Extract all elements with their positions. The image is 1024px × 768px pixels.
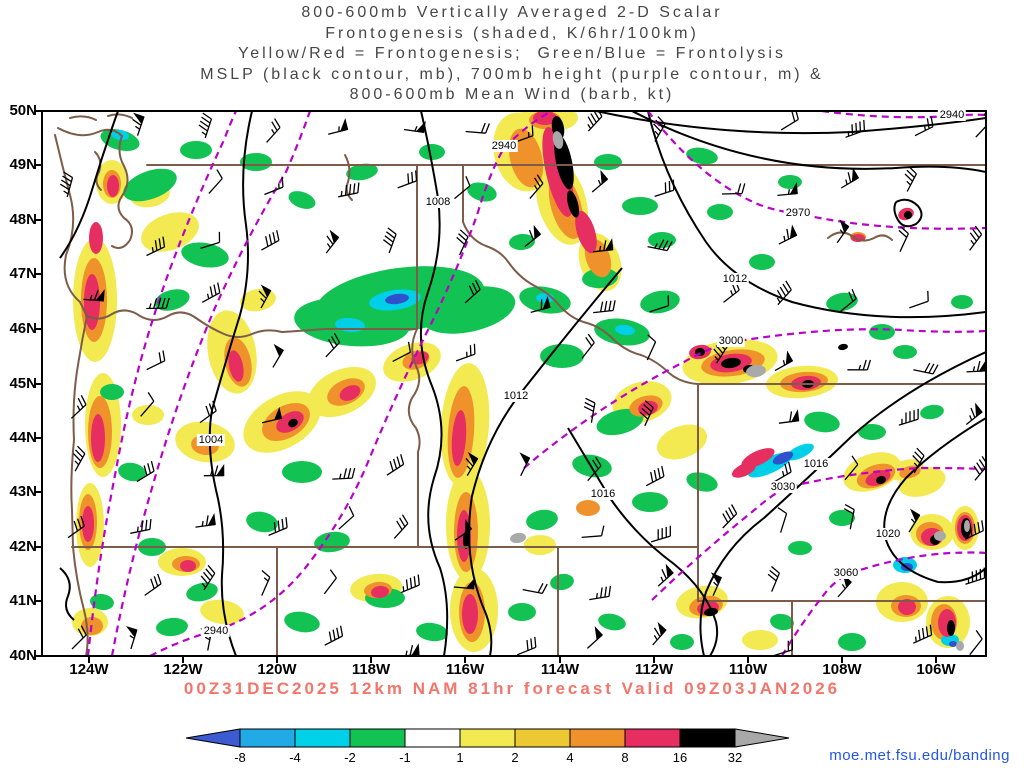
colorbar-segment bbox=[459, 728, 516, 748]
colorbar-tick-label: -2 bbox=[344, 750, 356, 765]
colorbar-segment bbox=[294, 728, 351, 748]
wind-barbs bbox=[59, 111, 986, 656]
colorbar-segment bbox=[349, 728, 406, 748]
colorbar: -8 -4 -2 -1 1 2 4 8 16 32 bbox=[185, 728, 790, 765]
colorbar-tick-label: 16 bbox=[673, 750, 687, 765]
colorbar-tick-label: 4 bbox=[566, 750, 573, 765]
colorbar-left-arrow bbox=[185, 728, 241, 748]
forecast-caption: 00Z31DEC2025 12km NAM 81hr forecast Vali… bbox=[183, 679, 841, 698]
colorbar-tick-label: -8 bbox=[234, 750, 246, 765]
chart-title-block: 800-600mb Vertically Averaged 2-D Scalar… bbox=[0, 3, 1024, 106]
website-watermark: moe.met.fsu.edu/banding bbox=[829, 747, 1010, 764]
colorbar-segment bbox=[514, 728, 571, 748]
title-line-3: Yellow/Red = Frontogenesis; Green/Blue =… bbox=[238, 45, 786, 62]
title-line-5: 800-600mb Mean Wind (barb, kt) bbox=[349, 86, 675, 103]
colorbar-segment bbox=[239, 728, 296, 748]
colorbar-segment bbox=[624, 728, 681, 748]
colorbar-tick-label: -4 bbox=[289, 750, 301, 765]
shading-layer bbox=[72, 111, 979, 652]
colorbar-tick-label: 32 bbox=[728, 750, 742, 765]
title-line-2: Frontogenesis (shaded, K/6hr/100km) bbox=[325, 24, 699, 42]
title-line-4: MSLP (black contour, mb), 700mb height (… bbox=[200, 65, 824, 83]
colorbar-tick-label: 8 bbox=[621, 750, 628, 765]
colorbar-tick-label: -1 bbox=[399, 750, 411, 765]
colorbar-tick-label: 1 bbox=[456, 750, 463, 765]
colorbar-right-arrow bbox=[734, 728, 790, 748]
title-line-1: 800-600mb Vertically Averaged 2-D Scalar bbox=[301, 4, 723, 21]
state-borders bbox=[54, 113, 986, 656]
colorbar-tick-label: 2 bbox=[511, 750, 518, 765]
colorbar-segment bbox=[569, 728, 626, 748]
colorbar-segment bbox=[679, 728, 736, 748]
colorbar-segment bbox=[404, 728, 461, 748]
